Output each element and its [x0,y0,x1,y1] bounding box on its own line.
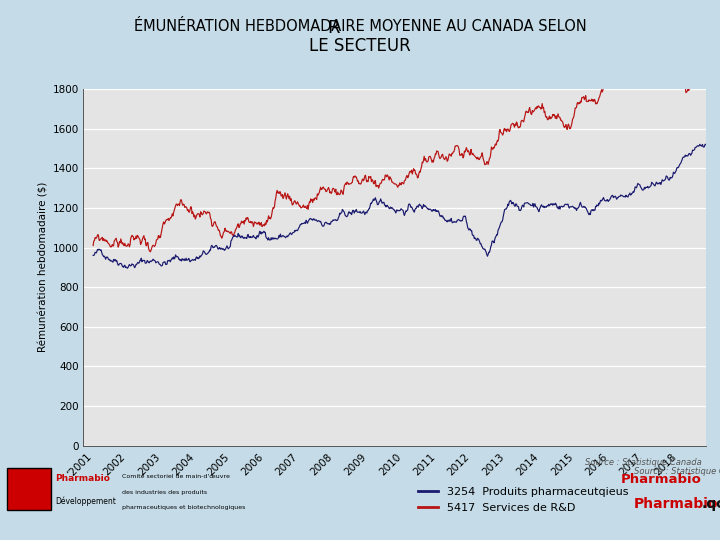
Text: Pharmabio: Pharmabio [621,473,702,486]
Text: Pharmabio: Pharmabio [55,474,110,483]
Y-axis label: Rémunération hebdomadaire ($): Rémunération hebdomadaire ($) [38,182,48,353]
Text: Pharmabio: Pharmabio [634,497,718,511]
Text: R: R [328,19,340,37]
Text: ÉMUNÉRATION HEBDOMADAIRE MOYENNE AU CANADA SELON: ÉMUNÉRATION HEBDOMADAIRE MOYENNE AU CANA… [134,19,586,34]
Text: Source : Statistique Canada: Source : Statistique Canada [634,467,720,476]
FancyBboxPatch shape [7,468,51,510]
Text: Développement: Développement [55,497,117,507]
Text: pharmaceutiques et biotechnologiques: pharmaceutiques et biotechnologiques [122,504,246,510]
Legend: 3254  Produits pharmaceutqieus, 5417  Services de R&D: 3254 Produits pharmaceutqieus, 5417 Serv… [418,487,628,513]
Text: Comité sectoriel de main-d'œuvre: Comité sectoriel de main-d'œuvre [122,474,230,479]
Text: .qc.ca: .qc.ca [701,497,720,511]
Text: LE SECTEUR: LE SECTEUR [309,37,411,55]
Text: des industries des produits: des industries des produits [122,490,207,495]
Text: Source : Statistique Canada: Source : Statistique Canada [585,458,702,467]
